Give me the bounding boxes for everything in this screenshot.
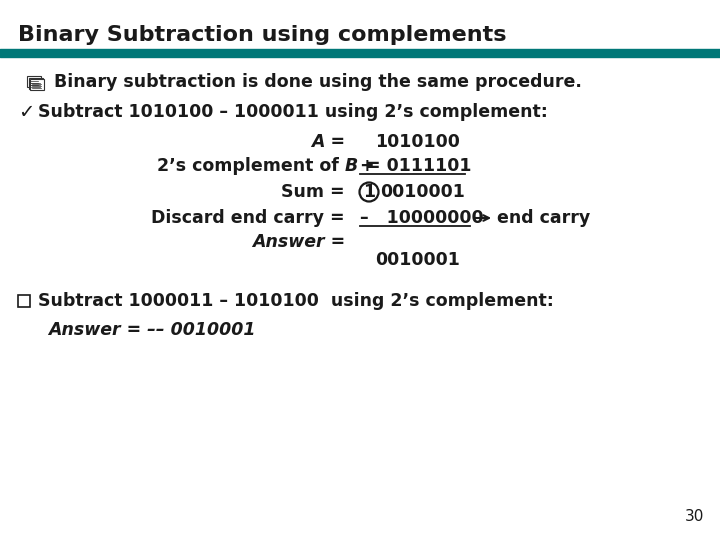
- Text: +  0111101: + 0111101: [360, 157, 472, 175]
- Text: Sum =: Sum =: [282, 183, 345, 201]
- Text: Binary Subtraction using complements: Binary Subtraction using complements: [18, 25, 506, 45]
- Text: ✓: ✓: [18, 103, 35, 122]
- FancyBboxPatch shape: [29, 78, 42, 89]
- Text: =: =: [354, 157, 381, 175]
- Text: Subtract 1000011 – 1010100  using 2’s complement:: Subtract 1000011 – 1010100 using 2’s com…: [38, 292, 554, 310]
- Text: Discard end carry =: Discard end carry =: [151, 209, 345, 227]
- FancyBboxPatch shape: [30, 79, 44, 90]
- Text: 2’s complement of: 2’s complement of: [157, 157, 345, 175]
- Text: B: B: [345, 157, 359, 175]
- Text: 0010001: 0010001: [380, 183, 465, 201]
- Text: 30: 30: [685, 509, 704, 524]
- Text: –   10000000: – 10000000: [360, 209, 484, 227]
- FancyBboxPatch shape: [18, 295, 30, 307]
- Text: end carry: end carry: [497, 209, 590, 227]
- Text: Binary subtraction is done using the same procedure.: Binary subtraction is done using the sam…: [54, 73, 582, 91]
- Text: 0010001: 0010001: [375, 251, 460, 269]
- Text: Subtract 1010100 – 1000011 using 2’s complement:: Subtract 1010100 – 1000011 using 2’s com…: [38, 103, 548, 121]
- FancyBboxPatch shape: [27, 76, 41, 87]
- Text: Answer = –– 0010001: Answer = –– 0010001: [48, 321, 256, 339]
- Text: A =: A =: [311, 133, 345, 151]
- Text: 1: 1: [363, 183, 375, 201]
- Text: 1010100: 1010100: [375, 133, 460, 151]
- Text: Answer =: Answer =: [252, 233, 345, 251]
